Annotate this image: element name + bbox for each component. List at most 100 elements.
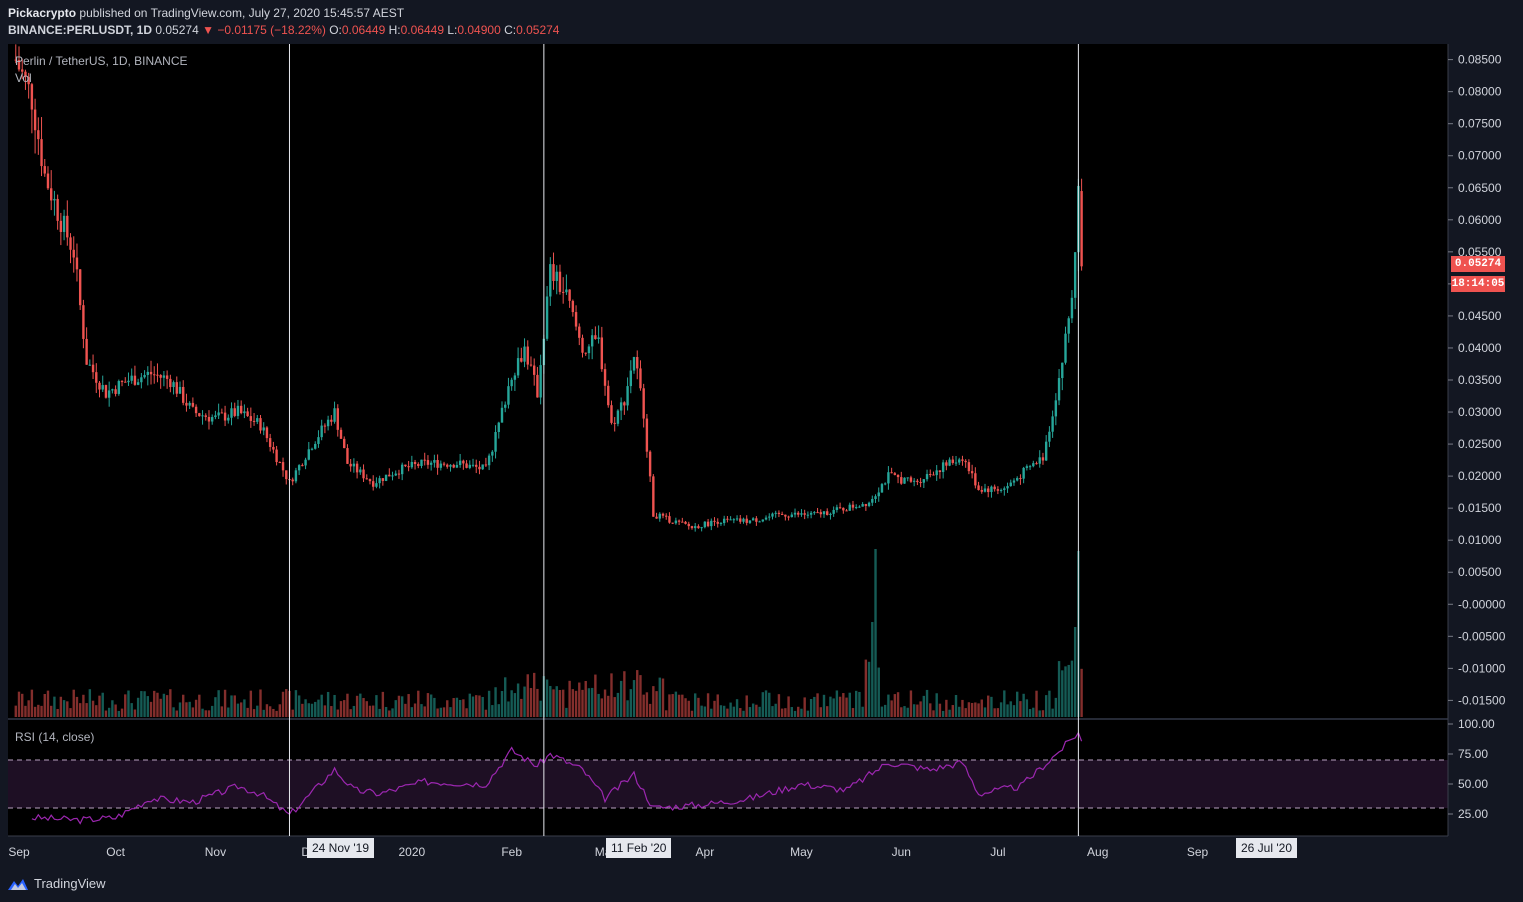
candle-body: [275, 449, 278, 463]
candle-body: [1041, 457, 1045, 461]
candle-body: [722, 518, 726, 524]
candle-body: [706, 521, 710, 527]
candle-body: [140, 377, 143, 383]
candle-body: [285, 470, 288, 480]
candle-body: [455, 464, 459, 468]
volume-bar: [835, 690, 839, 717]
candle-body: [507, 386, 510, 405]
volume-bar: [526, 674, 529, 717]
brand-name[interactable]: TradingView: [34, 876, 106, 891]
volume-bar: [722, 705, 726, 717]
volume-bar: [433, 697, 436, 717]
volume-bar: [114, 704, 117, 717]
candle-body: [999, 489, 1003, 491]
candle-body: [790, 514, 793, 518]
volume-bar: [53, 696, 56, 717]
candle-body: [314, 443, 317, 449]
candle-body: [1051, 416, 1054, 432]
candle-body: [175, 382, 178, 394]
rsi-axis: 100.00 75.00 50.00 25.00: [1448, 717, 1495, 821]
volume-legend[interactable]: Vol: [15, 71, 32, 85]
rsi-legend[interactable]: RSI (14, close): [15, 730, 95, 744]
candle-body: [159, 375, 162, 378]
candle-body: [1016, 478, 1019, 481]
volume-bar: [909, 690, 913, 717]
candle-body: [652, 476, 655, 517]
candle-body: [594, 335, 597, 339]
candle-body: [851, 504, 855, 508]
candle-body: [903, 477, 906, 484]
candle-body: [684, 521, 687, 524]
candle-body: [194, 406, 198, 414]
volume-bar: [278, 704, 282, 717]
volume-bar: [478, 695, 481, 717]
volume-bar: [574, 690, 578, 717]
volume-bar: [449, 707, 452, 717]
candle-body: [822, 511, 826, 515]
candle-body: [384, 474, 388, 481]
candle-body: [442, 463, 446, 465]
tradingview-logo-icon[interactable]: [7, 877, 29, 891]
author-name[interactable]: Pickacrypto: [8, 6, 77, 20]
volume-bar: [990, 696, 993, 717]
candle-body: [713, 520, 716, 522]
volume-bar: [871, 622, 874, 717]
volume-bar: [813, 696, 816, 717]
candle-body: [967, 462, 971, 472]
volume-bar: [642, 694, 645, 717]
candle-body: [677, 520, 681, 522]
candle-body: [458, 460, 462, 465]
volume-bar: [797, 706, 800, 717]
volume-bar: [417, 690, 420, 717]
candle-body: [352, 463, 356, 467]
candle-body: [120, 381, 124, 383]
price-tick-label: -0.01000: [1458, 661, 1506, 675]
volume-bar: [880, 706, 884, 717]
candle-body: [346, 448, 349, 464]
chart-title[interactable]: Perlin / TetherUS, 1D, BINANCE: [15, 54, 188, 68]
candle-body: [945, 462, 948, 466]
candle-body: [162, 375, 166, 378]
candle-body: [117, 381, 121, 394]
candle-body: [381, 478, 385, 481]
candle-body: [217, 412, 220, 416]
crosshair-lines: [288, 44, 1079, 836]
candle-body: [201, 415, 204, 417]
volume-bar: [520, 698, 523, 717]
candle-body: [394, 473, 397, 476]
candle-body: [204, 415, 207, 417]
volume-bar: [1016, 691, 1019, 717]
volume-bar: [43, 693, 46, 717]
price-pane[interactable]: [8, 44, 1448, 718]
time-tick-label: Apr: [696, 845, 715, 859]
candle-body: [642, 388, 645, 419]
volume-bar: [941, 710, 945, 717]
price-tick-label: 0.01000: [1458, 533, 1502, 547]
volume-bar: [211, 705, 214, 717]
volume-bar: [320, 694, 323, 717]
candle-body: [114, 389, 117, 394]
volume-bar: [539, 700, 542, 717]
candle-body: [861, 504, 864, 507]
volume-bar: [883, 704, 887, 717]
candle-body: [1009, 482, 1012, 487]
volume-bar: [1044, 695, 1048, 717]
volume-bar: [790, 707, 793, 717]
price-tick-label: 0.05500: [1458, 245, 1502, 259]
volume-bar: [223, 689, 227, 717]
candle-body: [272, 446, 275, 450]
volume-bar: [504, 677, 507, 717]
volume-bar: [922, 695, 926, 717]
price-tick-label: 0.07500: [1458, 117, 1502, 131]
volume-bar: [970, 702, 974, 717]
volume-bar: [929, 703, 932, 717]
candle-body: [27, 76, 30, 85]
rsi-tick-label: 50.00: [1458, 777, 1488, 791]
volume-bar: [1054, 697, 1058, 717]
volume-bar: [404, 703, 407, 717]
candle-body: [143, 374, 146, 378]
volume-bar: [265, 704, 269, 717]
price-tick-label: 0.02000: [1458, 469, 1502, 483]
candle-body: [182, 386, 185, 403]
